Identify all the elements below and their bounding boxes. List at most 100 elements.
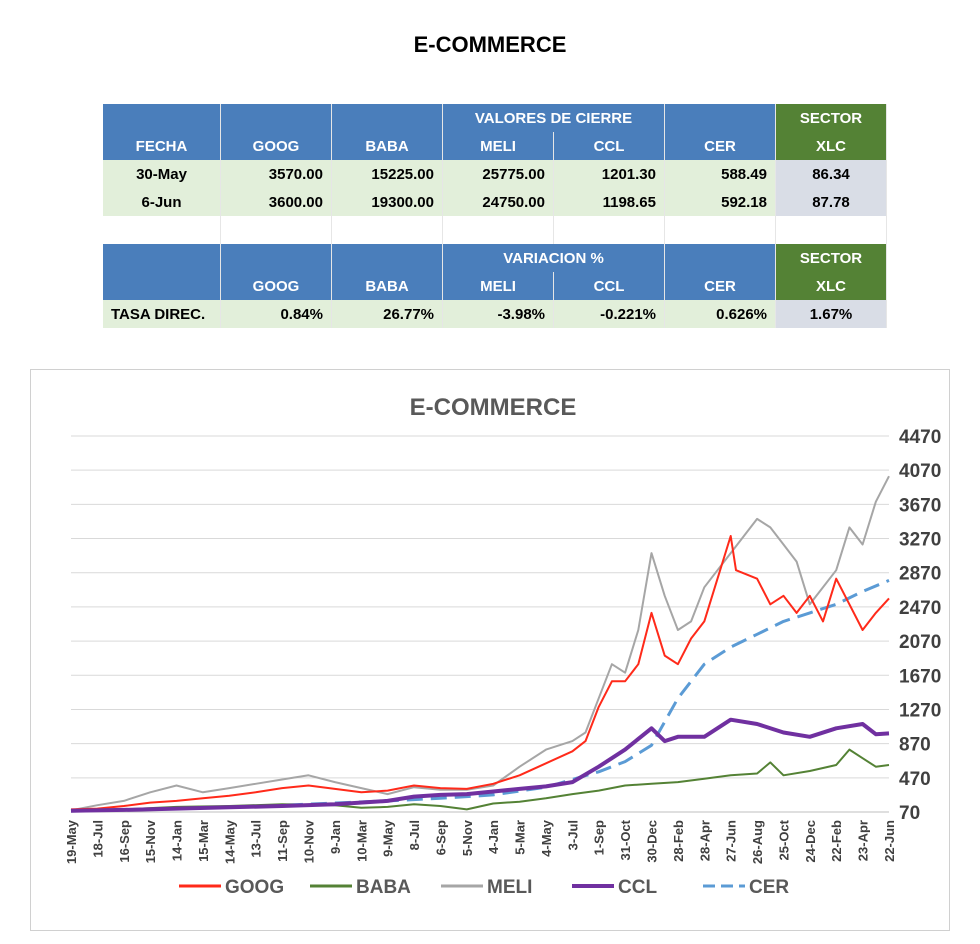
section2-sector-header: SECTOR [775, 244, 887, 272]
col-meli: MELI [442, 272, 554, 300]
col-goog: GOOG [220, 132, 332, 160]
cell-baba: 26.77% [331, 300, 443, 328]
x-tick-label: 18-Jul [90, 820, 105, 858]
x-tick-label: 6-Sep [433, 820, 448, 855]
legend-label-goog: GOOG [225, 877, 284, 898]
cell-goog: 3570.00 [220, 160, 332, 188]
series-line-goog [70, 535, 890, 811]
x-tick-label: 26-Aug [750, 820, 765, 864]
col-xlc: XLC [775, 132, 887, 160]
x-tick-label: 22-Feb [829, 820, 844, 862]
cell-ccl: 1201.30 [553, 160, 665, 188]
x-tick-label: 5-Mar [513, 820, 528, 855]
cell-xlc: 1.67% [775, 300, 887, 328]
x-tick-label: 15-Nov [143, 819, 158, 863]
section2-header: VARIACION % [442, 244, 665, 272]
x-tick-label: 14-Jan [170, 820, 185, 861]
y-tick-label: 2070 [899, 632, 941, 653]
x-tick-label: 24-Dec [803, 820, 818, 863]
x-tick-label: 15-Mar [196, 820, 211, 862]
col-fecha: FECHA [103, 132, 221, 160]
col-goog: GOOG [220, 272, 332, 300]
x-tick-label: 11-Sep [275, 820, 290, 862]
y-tick-label: 1270 [899, 700, 941, 721]
cell-baba: 19300.00 [331, 188, 443, 216]
grid-lines [71, 435, 889, 813]
cell-xlc: 87.78 [775, 188, 887, 216]
col-baba: BABA [331, 132, 443, 160]
x-axis: 19-May 18-Jul 16-Sep 15-Nov 14-Jan 15-Mar 14-M… [64, 811, 897, 864]
cell-cer: 588.49 [664, 160, 776, 188]
legend-label-cer: CER [749, 877, 789, 898]
legend-label-baba: BABA [356, 877, 411, 898]
cell-xlc: 86.34 [775, 160, 887, 188]
x-tick-label: 1-Sep [592, 820, 607, 855]
x-tick-label: 22-Jun [882, 820, 897, 862]
page-title: E-COMMERCE [413, 32, 567, 57]
y-tick-label: 1670 [899, 666, 941, 687]
series-lines [70, 475, 890, 813]
series-line-baba [70, 748, 890, 812]
cell-goog: 3600.00 [220, 188, 332, 216]
legend-label-ccl: CCL [618, 877, 657, 898]
cell-fecha: 6-Jun [103, 188, 221, 216]
series-line-cer [70, 579, 890, 813]
x-tick-label: 9-Jan [328, 820, 343, 854]
chart-container: E-COMMERCE 70 470 870 1270 1670 2070 2470 2870 3… [30, 369, 950, 931]
x-tick-label: 3-Jul [565, 820, 580, 850]
col-cer: CER [664, 132, 776, 160]
table-spacer-row [103, 216, 887, 244]
x-tick-label: 30-Dec [645, 820, 660, 863]
y-tick-label: 4470 [899, 427, 941, 448]
x-tick-label: 10-Nov [301, 819, 316, 863]
x-tick-label: 14-May [222, 819, 237, 864]
x-tick-label: 10-Mar [354, 820, 369, 862]
x-tick-label: 13-Jul [249, 820, 264, 858]
cell-label: TASA DIREC. [103, 300, 221, 328]
x-tick-label: 25-Oct [776, 819, 791, 860]
y-tick-label: 3670 [899, 495, 941, 516]
cell-ccl: -0.221% [553, 300, 665, 328]
x-tick-label: 9-May [381, 819, 396, 857]
cell-baba: 15225.00 [331, 160, 443, 188]
y-tick-label: 3270 [899, 530, 941, 551]
summary-table: VALORES DE CIERRE SECTOR FECHA GOOG BABA… [103, 104, 887, 328]
y-axis: 70 470 870 1270 1670 2070 2470 2870 3270 3670 4070… [899, 427, 941, 824]
x-tick-label: 16-Sep [117, 820, 132, 863]
x-tick-label: 31-Oct [618, 819, 633, 860]
table-header-row-4: GOOG BABA MELI CCL CER XLC [103, 272, 887, 300]
table-row: 30-May 3570.00 15225.00 25775.00 1201.30… [103, 160, 887, 188]
col-ccl: CCL [553, 132, 665, 160]
cell-goog: 0.84% [220, 300, 332, 328]
table-row: TASA DIREC. 0.84% 26.77% -3.98% -0.221% … [103, 300, 887, 328]
x-tick-label: 28-Feb [671, 820, 686, 862]
legend-label-meli: MELI [487, 877, 532, 898]
cell-fecha: 30-May [103, 160, 221, 188]
x-tick-label: 8-Jul [407, 820, 422, 850]
cell-cer: 592.18 [664, 188, 776, 216]
cell-meli: -3.98% [442, 300, 554, 328]
table-header-row-1: VALORES DE CIERRE SECTOR [103, 104, 887, 132]
cell-meli: 25775.00 [442, 160, 554, 188]
cell-ccl: 1198.65 [553, 188, 665, 216]
col-xlc: XLC [775, 272, 887, 300]
x-tick-label: 23-Apr [856, 820, 871, 861]
col-ccl: CCL [553, 272, 665, 300]
section1-header: VALORES DE CIERRE [442, 104, 665, 132]
cell-cer: 0.626% [664, 300, 776, 328]
col-cer: CER [664, 272, 776, 300]
legend: GOOG BABA MELI CCL CER [179, 877, 789, 898]
x-tick-label: 4-Jan [486, 820, 501, 854]
series-line-ccl [70, 717, 890, 813]
x-tick-label: 19-May [64, 819, 79, 864]
series-line-meli [70, 475, 890, 812]
chart-title: E-COMMERCE [410, 394, 577, 421]
y-tick-label: 70 [899, 803, 920, 824]
y-tick-label: 470 [899, 769, 931, 790]
table-header-row-2: FECHA GOOG BABA MELI CCL CER XLC [103, 132, 887, 160]
x-tick-label: 5-Nov [460, 819, 475, 856]
col-meli: MELI [442, 132, 554, 160]
table-header-row-3: VARIACION % SECTOR [103, 244, 887, 272]
x-tick-label: 28-Apr [697, 820, 712, 861]
x-tick-label: 4-May [539, 819, 554, 857]
